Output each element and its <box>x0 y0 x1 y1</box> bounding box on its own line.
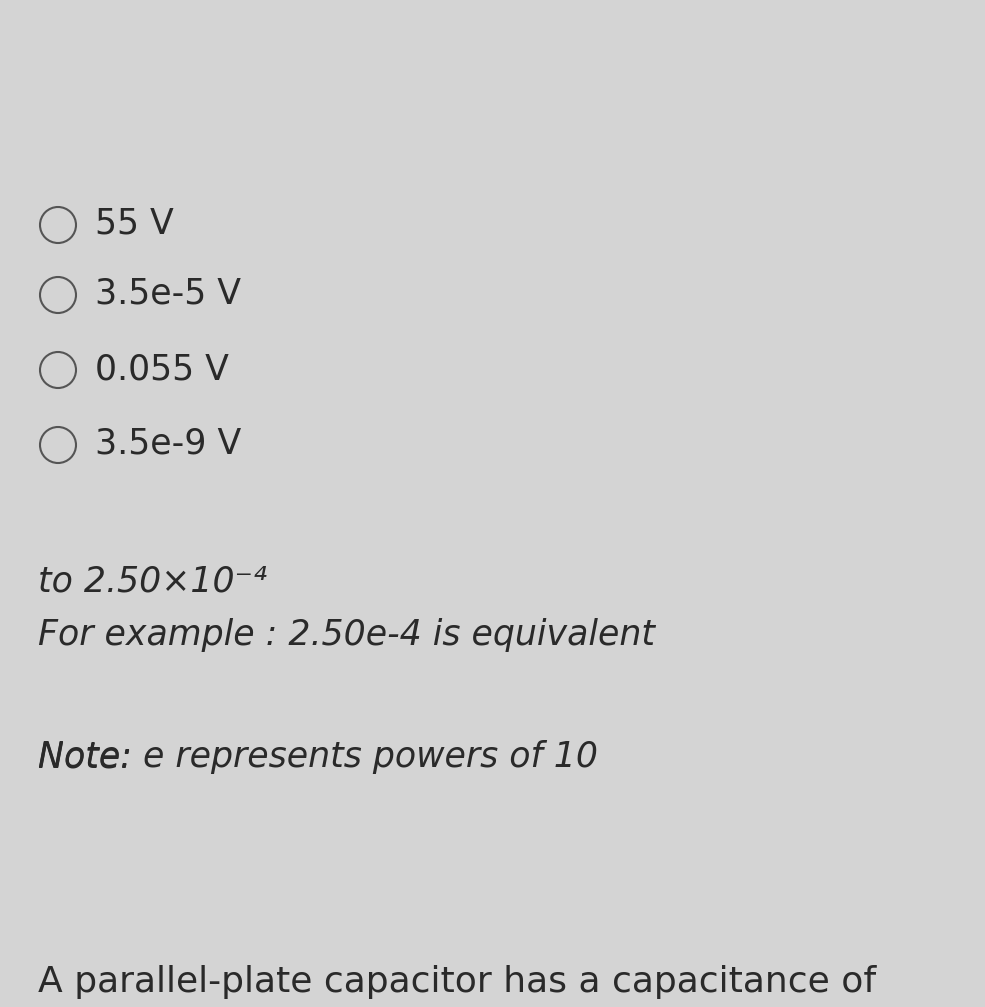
Text: 0.055 V: 0.055 V <box>95 352 229 386</box>
Text: to 2.50×10⁻⁴: to 2.50×10⁻⁴ <box>38 565 267 599</box>
Text: Note: e represents powers of 10: Note: e represents powers of 10 <box>38 740 598 774</box>
Text: Note:: Note: <box>38 740 143 774</box>
Text: A parallel-plate capacitor has a capacitance of: A parallel-plate capacitor has a capacit… <box>38 965 876 999</box>
Text: 3.5e-5 V: 3.5e-5 V <box>95 277 241 311</box>
Text: For example : 2.50e-4 is equivalent: For example : 2.50e-4 is equivalent <box>38 618 655 652</box>
Text: 3.5e-9 V: 3.5e-9 V <box>95 427 241 461</box>
Text: 55 V: 55 V <box>95 207 173 241</box>
